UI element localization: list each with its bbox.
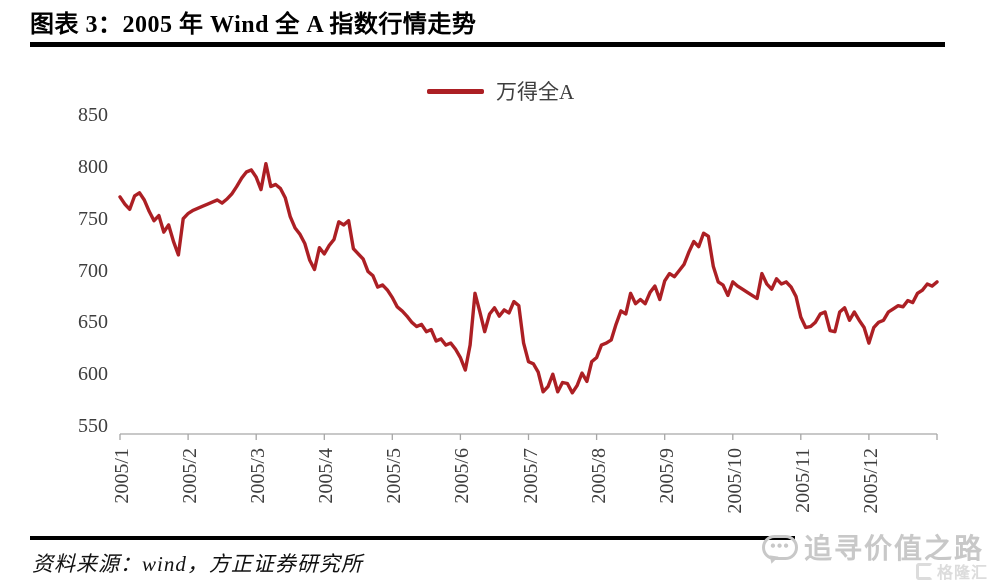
title-divider bbox=[30, 42, 945, 47]
legend-label: 万得全A bbox=[496, 80, 575, 104]
x-axis-label: 2005/10 bbox=[724, 448, 746, 514]
source-note: 资料来源：wind，方正证券研究所 bbox=[32, 552, 363, 576]
x-axis-label: 2005/12 bbox=[860, 448, 882, 514]
x-axis bbox=[119, 433, 938, 440]
y-axis-label: 750 bbox=[78, 208, 108, 230]
bubble-dots: ••• bbox=[770, 538, 790, 555]
series-line-wind-all-a bbox=[118, 161, 939, 395]
watermark-text: 追寻价值之路 bbox=[804, 533, 985, 564]
legend: 万得全A bbox=[427, 76, 574, 106]
y-axis-label: 850 bbox=[78, 104, 108, 126]
x-axis-label: 2005/1 bbox=[111, 448, 133, 504]
x-axis-label: 2005/5 bbox=[383, 448, 405, 504]
x-axis-label: 2005/7 bbox=[520, 448, 542, 504]
gelonghui-logo: 格隆汇 bbox=[916, 559, 988, 583]
x-axis-label: 2005/8 bbox=[588, 448, 610, 504]
watermark: ••• 追寻价值之路 bbox=[762, 527, 984, 567]
x-axis-label: 2005/9 bbox=[656, 448, 678, 504]
figure-title: 图表 3：2005 年 Wind 全 A 指数行情走势 bbox=[30, 12, 477, 38]
y-axis-label: 650 bbox=[78, 311, 108, 333]
y-axis-label: 700 bbox=[78, 260, 108, 282]
y-axis-label: 600 bbox=[78, 363, 108, 385]
x-axis-label: 2005/3 bbox=[247, 448, 269, 504]
x-axis-label: 2005/6 bbox=[451, 448, 473, 504]
logo-g-icon bbox=[916, 562, 933, 580]
x-axis-label: 2005/11 bbox=[792, 448, 814, 513]
y-axis-label: 800 bbox=[78, 156, 108, 178]
x-axis-label: 2005/2 bbox=[179, 448, 201, 504]
x-axis-label: 2005/4 bbox=[315, 448, 337, 504]
bottom-divider bbox=[30, 536, 795, 540]
legend-line-swatch bbox=[427, 88, 484, 94]
chat-bubble-icon: ••• bbox=[762, 534, 798, 560]
y-axis-label: 550 bbox=[78, 415, 108, 437]
logo-text: 格隆汇 bbox=[937, 565, 989, 582]
